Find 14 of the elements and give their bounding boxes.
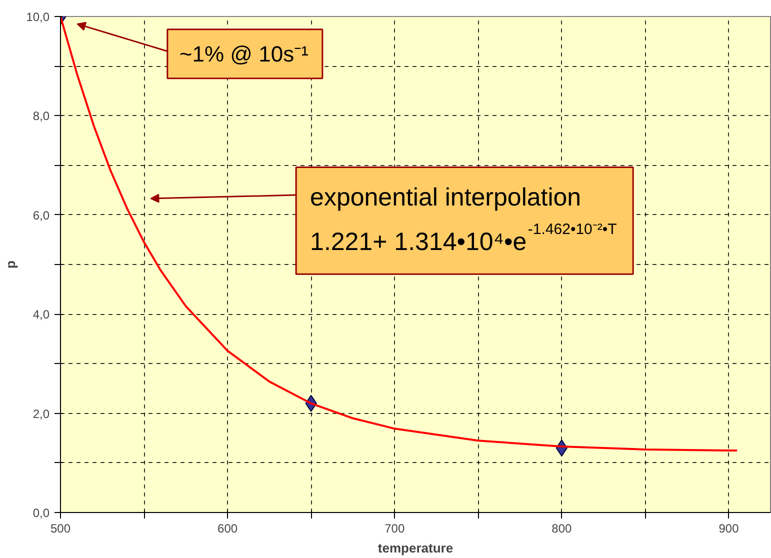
y-tick-label: 6,0 [32,208,50,222]
y-tick-label: 8,0 [32,109,50,124]
y-tick-label: 4,0 [32,308,50,322]
x-tick-label: 500 [50,522,71,536]
y-axis-title: p [3,260,18,268]
y-tick-label: 2,0 [32,406,50,421]
x-axis-title: temperature [378,540,454,556]
x-tick-label: 900 [718,522,740,536]
annotation: ~1% @ 10s⁻¹ [179,41,308,66]
y-tick-label: 0,0 [32,506,50,520]
x-tick-label: 600 [218,522,238,536]
y-tick-label: 10,0 [26,10,50,24]
x-tick-label: 800 [552,522,572,536]
x-tick-label: 700 [384,522,405,536]
